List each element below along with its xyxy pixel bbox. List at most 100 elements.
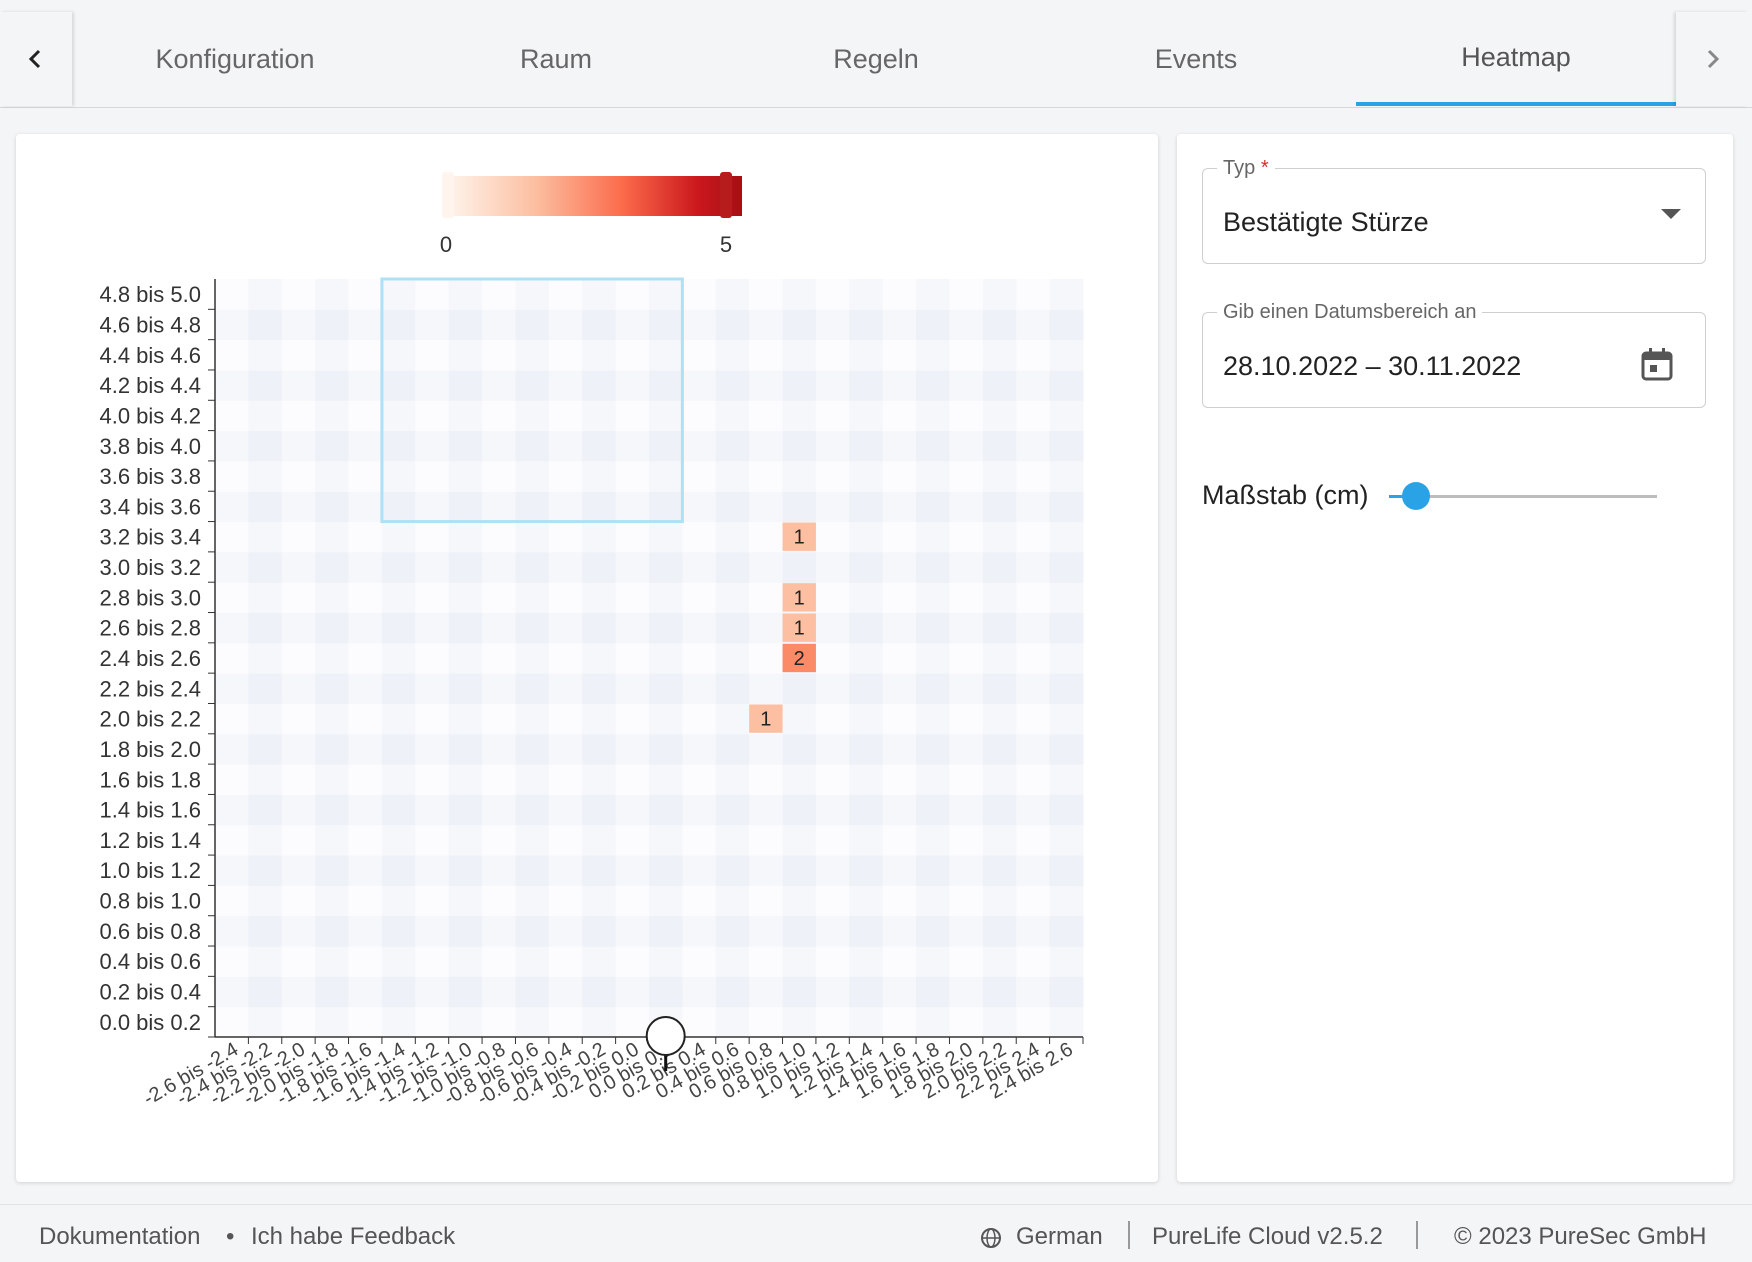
colorscale-max-handle[interactable]	[720, 172, 732, 218]
heatmap-bg-cell	[548, 339, 583, 371]
heatmap-bg-cell	[281, 733, 316, 765]
date-range-field[interactable]: Gib einen Datumsbereich an 28.10.2022 – …	[1202, 301, 1706, 408]
heatmap-bg-cell	[482, 491, 516, 523]
heatmap-bg-cell	[248, 733, 283, 765]
heatmap-bg-cell	[1049, 460, 1084, 492]
heatmap-bg-cell	[882, 339, 917, 371]
heatmap-bg-cell	[515, 642, 550, 674]
heatmap-cell[interactable]	[782, 522, 816, 551]
tabs-next-button[interactable]	[1676, 12, 1748, 106]
heatmap-cell[interactable]	[782, 583, 816, 612]
heatmap-bg-cell	[649, 703, 683, 735]
tab-events[interactable]: Events	[1154, 43, 1238, 74]
heatmap-bg-cell	[215, 764, 249, 795]
heatmap-bg-cell	[415, 309, 450, 341]
heatmap-bg-cell	[649, 612, 683, 644]
heatmap-bg-cell	[649, 946, 683, 977]
heatmap-bg-cell	[348, 339, 383, 371]
heatmap-cell[interactable]	[782, 643, 816, 673]
heatmap-bg-cell	[815, 915, 850, 947]
heatmap-bg-cell	[515, 521, 550, 553]
language-selector[interactable]: German	[1016, 1223, 1103, 1250]
heatmap-bg-cell	[281, 946, 316, 977]
scale-slider-thumb[interactable]	[1401, 482, 1430, 510]
heatmap-bg-cell	[515, 369, 550, 401]
heatmap-bg-cell	[482, 460, 516, 492]
heatmap-bg-cell	[849, 824, 884, 856]
tabs-prev-button[interactable]	[0, 12, 72, 106]
heatmap-bg-cell	[348, 430, 383, 462]
caret-down-icon[interactable]	[1661, 209, 1681, 219]
heatmap-bg-cell	[215, 703, 249, 735]
heatmap-bg-cell	[1049, 551, 1084, 583]
heatmap-bg-cell	[682, 946, 717, 977]
heatmap-bg-cell	[916, 460, 950, 492]
sensor-marker[interactable]	[645, 1016, 686, 1071]
heatmap-bg-cell	[982, 673, 1017, 704]
heatmap-bg-cell	[849, 612, 884, 644]
y-tick-label: 2.4 bis 2.6	[99, 646, 201, 671]
heatmap-bg-cell	[448, 521, 483, 553]
heatmap-bg-cell	[415, 551, 450, 583]
heatmap-bg-cell	[1049, 915, 1084, 947]
heatmap-bg-cell	[982, 339, 1017, 371]
tab-heatmap[interactable]: Heatmap	[1356, 12, 1676, 106]
heatmap-bg-cell	[281, 582, 316, 614]
tab-bar: Konfiguration Raum Regeln Events Heatmap	[0, 0, 1752, 108]
heatmap-bg-cell	[515, 430, 550, 462]
tab-regeln[interactable]: Regeln	[833, 43, 919, 74]
heatmap-bg-cell	[1016, 339, 1051, 371]
heatmap-bg-cell	[1016, 460, 1051, 492]
heatmap-bg-cell	[882, 673, 917, 704]
documentation-link[interactable]: Dokumentation	[39, 1223, 201, 1250]
heatmap-cell[interactable]	[749, 704, 783, 733]
heatmap-bg-cell	[649, 551, 683, 583]
footer-separator	[1416, 1221, 1418, 1249]
heatmap-bg-cell	[849, 976, 884, 1008]
heatmap-bg-cell	[281, 764, 316, 795]
heatmap-bg-cell	[1016, 279, 1051, 310]
tab-raum[interactable]: Raum	[519, 43, 593, 74]
heatmap-bg-cell	[982, 733, 1017, 765]
heatmap-bg-cell	[1049, 794, 1084, 826]
heatmap-bg-cell	[381, 279, 416, 310]
heatmap-bg-cell	[682, 430, 717, 462]
heatmap-bg-cell	[982, 946, 1017, 977]
heatmap-bg-cell	[515, 279, 550, 310]
y-tick-label: 2.8 bis 3.0	[99, 585, 201, 610]
heatmap-bg-cell	[882, 976, 917, 1008]
heatmap-bg-cell	[715, 885, 750, 917]
sensor-marker-icon[interactable]	[645, 1016, 686, 1056]
heatmap-bg-cell	[415, 915, 450, 947]
heatmap-cell[interactable]	[782, 613, 816, 642]
heatmap-bg-cell	[715, 400, 750, 432]
heatmap-bg-cell	[715, 733, 750, 765]
tab-konfiguration[interactable]: Konfiguration	[155, 43, 315, 74]
heatmap-bg-cell	[682, 582, 717, 614]
heatmap-bg-cell	[315, 946, 350, 977]
heatmap-chart[interactable]: 0 5 1 1 1 2 1 0.0 bis 0.2 0.2 bis 0.4 0.4 bis …	[16, 134, 1158, 1182]
colorscale-min-handle[interactable]	[442, 172, 454, 218]
heatmap-bg-cell	[916, 733, 950, 765]
heatmap-bg-cell	[348, 946, 383, 977]
heatmap-bg-cell	[381, 703, 416, 735]
heatmap-bg-cell	[916, 703, 950, 735]
heatmap-bg-cell	[1049, 733, 1084, 765]
heatmap-bg-cell	[782, 855, 817, 886]
heatmap-bg-cell	[482, 733, 516, 765]
heatmap-bg-cell	[916, 400, 950, 432]
type-select[interactable]: Typ * Bestätigte Stürze	[1202, 157, 1706, 264]
heatmap-bg-cell	[381, 733, 416, 765]
heatmap-bg-cell	[749, 824, 784, 856]
y-tick-label: 4.6 bis 4.8	[99, 312, 201, 337]
scale-slider[interactable]	[1389, 482, 1657, 510]
heatmap-bg-cell	[548, 551, 583, 583]
heatmap-bg-cell	[749, 976, 784, 1008]
feedback-link[interactable]: Ich habe Feedback	[251, 1223, 456, 1250]
heatmap-bg-cell	[248, 339, 283, 371]
calendar-icon[interactable]	[1641, 347, 1673, 381]
heatmap-bg-cell	[649, 794, 683, 826]
heatmap-bg-cell	[815, 976, 850, 1008]
heatmap-bg-cell	[815, 642, 850, 674]
heatmap-bg-cell	[615, 400, 650, 432]
